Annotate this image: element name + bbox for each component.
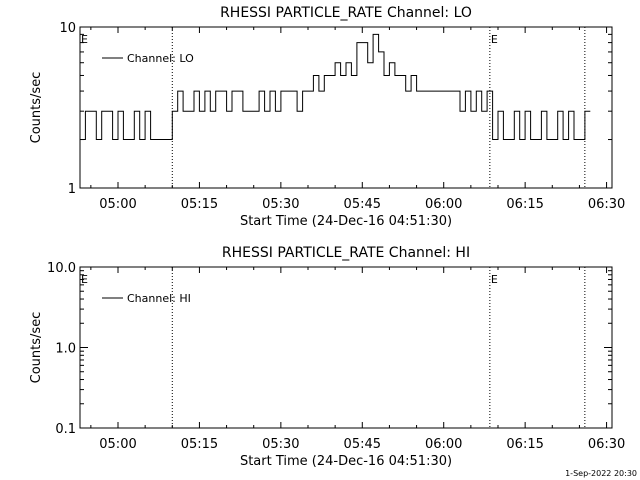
event-annotation: E bbox=[81, 33, 88, 46]
event-annotation: E bbox=[491, 273, 498, 286]
x-tick-label: 05:15 bbox=[181, 197, 218, 212]
y-axis-label: Counts/sec bbox=[29, 312, 44, 384]
x-tick-label: 05:30 bbox=[262, 197, 299, 212]
x-tick-label: 05:45 bbox=[344, 197, 381, 212]
x-tick-label: 06:30 bbox=[588, 197, 625, 212]
x-tick-label: 05:45 bbox=[344, 437, 381, 452]
legend-label: Channel: HI bbox=[127, 292, 191, 305]
y-tick-label: 1.0 bbox=[55, 342, 76, 357]
x-tick-label: 06:30 bbox=[588, 437, 625, 452]
chart-title: RHESSI PARTICLE_RATE Channel: LO bbox=[220, 5, 472, 21]
footer-date: 1-Sep-2022 20:30 bbox=[565, 469, 637, 478]
event-annotation: E bbox=[81, 273, 88, 286]
y-tick-label: 1 bbox=[68, 182, 76, 197]
x-tick-label: 06:15 bbox=[506, 437, 543, 452]
event-annotation: E bbox=[491, 33, 498, 46]
x-tick-label: 05:00 bbox=[99, 437, 136, 452]
y-tick-label: 10 bbox=[59, 21, 76, 36]
x-axis-label: Start Time (24-Dec-16 04:51:30) bbox=[240, 454, 452, 469]
chart-title: RHESSI PARTICLE_RATE Channel: HI bbox=[222, 245, 470, 261]
series-line bbox=[80, 33, 591, 140]
x-tick-label: 05:30 bbox=[262, 437, 299, 452]
y-tick-label: 0.1 bbox=[55, 422, 76, 437]
x-axis-label: Start Time (24-Dec-16 04:51:30) bbox=[240, 214, 452, 229]
x-tick-label: 06:00 bbox=[425, 437, 462, 452]
plot-lo-channel: RHESSI PARTICLE_RATE Channel: LO Start Ti… bbox=[29, 5, 625, 229]
y-tick-label: 10.0 bbox=[47, 261, 76, 276]
x-tick-label: 05:15 bbox=[181, 437, 218, 452]
plot-frame bbox=[79, 26, 613, 189]
x-tick-label: 06:15 bbox=[506, 197, 543, 212]
legend-label: Channel: LO bbox=[127, 52, 194, 65]
plot-hi-channel: RHESSI PARTICLE_RATE Channel: HI Start Ti… bbox=[29, 245, 625, 469]
y-axis-label: Counts/sec bbox=[29, 72, 44, 144]
x-tick-label: 06:00 bbox=[425, 197, 462, 212]
x-tick-label: 05:00 bbox=[99, 197, 136, 212]
